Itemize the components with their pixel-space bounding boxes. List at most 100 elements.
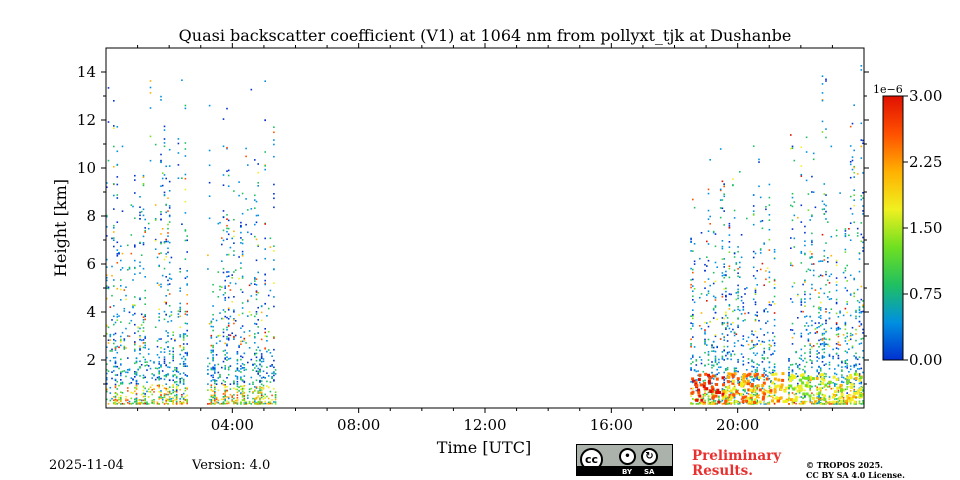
backscatter-pixel — [106, 324, 108, 326]
backscatter-pixel — [158, 370, 160, 372]
backscatter-pixel — [217, 371, 220, 374]
backscatter-pixel — [163, 145, 166, 148]
backscatter-pixel — [250, 88, 253, 91]
backscatter-pixel — [791, 219, 794, 222]
backscatter-pixel — [754, 287, 757, 290]
backscatter-pixel — [814, 206, 817, 209]
backscatter-pixel — [165, 399, 167, 402]
backscatter-pixel — [812, 191, 815, 193]
backscatter-pixel — [854, 376, 858, 380]
backscatter-pixel — [740, 313, 743, 315]
backscatter-pixel — [174, 394, 176, 397]
backscatter-pixel — [224, 397, 226, 400]
backscatter-pixel — [860, 338, 863, 340]
backscatter-pixel — [113, 338, 115, 341]
backscatter-pixel — [819, 401, 822, 404]
backscatter-pixel — [858, 325, 861, 327]
backscatter-pixel — [846, 403, 848, 405]
backscatter-pixel — [819, 317, 822, 320]
backscatter-pixel — [170, 392, 173, 395]
backscatter-pixel — [250, 314, 253, 316]
backscatter-pixel — [160, 396, 162, 398]
backscatter-pixel — [106, 279, 108, 282]
backscatter-pixel — [773, 403, 776, 405]
backscatter-pixel — [773, 369, 776, 372]
backscatter-pixel — [231, 400, 233, 403]
backscatter-pixel — [704, 403, 706, 405]
backscatter-pixel — [733, 372, 737, 376]
backscatter-pixel — [754, 386, 757, 389]
backscatter-pixel — [853, 295, 855, 298]
backscatter-pixel — [754, 369, 757, 371]
backscatter-pixel — [210, 367, 213, 370]
backscatter-pixel — [111, 237, 113, 240]
backscatter-pixel — [752, 403, 755, 405]
backscatter-pixel — [735, 388, 738, 391]
backscatter-pixel — [773, 318, 776, 321]
backscatter-pixel — [699, 402, 701, 405]
backscatter-pixel — [766, 267, 769, 269]
backscatter-pixel — [182, 360, 185, 363]
backscatter-pixel — [844, 321, 847, 324]
backscatter-pixel — [853, 189, 855, 191]
backscatter-pixel — [168, 366, 171, 369]
backscatter-pixel — [844, 402, 847, 404]
backscatter-pixel — [695, 370, 698, 373]
backscatter-pixel — [257, 182, 259, 184]
backscatter-pixel — [146, 364, 148, 366]
backscatter-pixel — [147, 227, 150, 230]
backscatter-pixel — [754, 330, 757, 333]
backscatter-pixel — [254, 386, 256, 388]
backscatter-pixel — [106, 182, 108, 184]
backscatter-pixel — [855, 311, 857, 313]
backscatter-pixel — [182, 365, 185, 367]
backscatter-pixel — [752, 344, 755, 346]
backscatter-pixel — [809, 219, 811, 221]
backscatter-pixel — [215, 379, 218, 382]
colorbar-tick-label: 0.00 — [909, 351, 942, 369]
backscatter-pixel — [109, 359, 112, 362]
backscatter-pixel — [739, 276, 741, 278]
backscatter-pixel — [716, 266, 718, 268]
colorbar-tick-label: 1.50 — [909, 219, 942, 237]
backscatter-pixel — [821, 275, 824, 277]
backscatter-pixel — [759, 343, 762, 346]
backscatter-pixel — [853, 166, 855, 169]
backscatter-pixel — [257, 395, 259, 397]
backscatter-pixel — [697, 378, 701, 381]
backscatter-pixel — [805, 136, 808, 139]
backscatter-pixel — [809, 343, 811, 345]
backscatter-pixel — [167, 366, 169, 368]
backscatter-pixel — [146, 401, 148, 404]
backscatter-pixel — [816, 326, 818, 329]
backscatter-pixel — [238, 344, 240, 347]
backscatter-pixel — [243, 367, 246, 369]
backscatter-pixel — [160, 394, 162, 396]
backscatter-pixel — [758, 185, 760, 188]
backscatter-pixel — [163, 194, 166, 196]
backscatter-pixel — [214, 394, 216, 397]
backscatter-pixel — [140, 324, 143, 326]
backscatter-pixel — [227, 396, 230, 399]
backscatter-pixel — [824, 383, 828, 387]
backscatter-pixel — [269, 237, 272, 240]
backscatter-pixel — [844, 340, 847, 342]
backscatter-pixel — [742, 345, 745, 347]
backscatter-pixel — [229, 393, 232, 396]
backscatter-pixel — [222, 317, 225, 320]
backscatter-pixel — [182, 392, 185, 395]
backscatter-pixel — [257, 402, 259, 404]
backscatter-pixel — [255, 386, 258, 388]
backscatter-pixel — [723, 274, 725, 276]
backscatter-pixel — [699, 257, 701, 260]
backscatter-pixel — [754, 314, 757, 316]
backscatter-pixel — [770, 386, 772, 389]
backscatter-pixel — [835, 281, 838, 283]
backscatter-pixel — [165, 364, 167, 366]
backscatter-pixel — [163, 351, 166, 353]
backscatter-pixel — [823, 403, 826, 405]
backscatter-pixel — [758, 376, 762, 380]
backscatter-pixel — [704, 340, 706, 342]
backscatter-pixel — [241, 212, 244, 215]
backscatter-pixel — [168, 293, 171, 295]
